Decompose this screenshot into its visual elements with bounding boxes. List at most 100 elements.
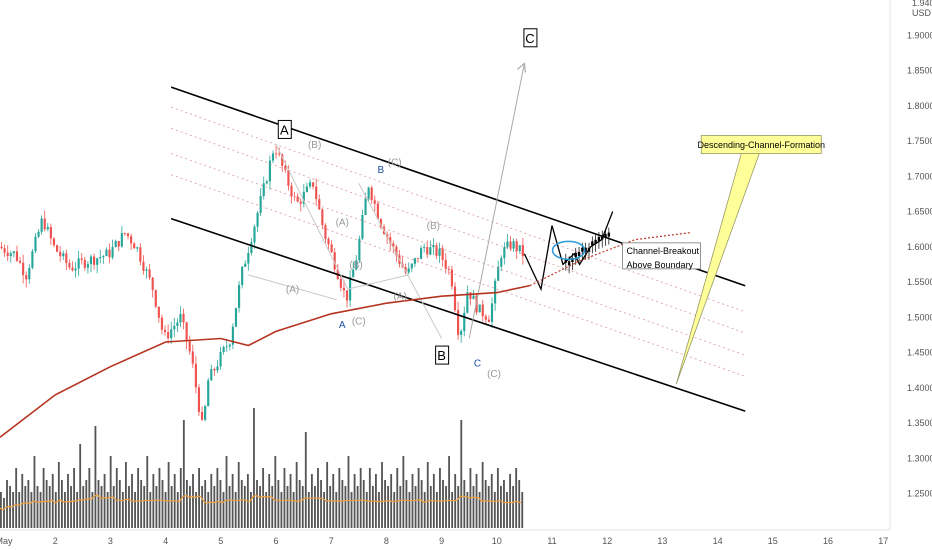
volume-bar xyxy=(277,480,280,528)
callout-text: Descending-Channel-Formation xyxy=(697,140,825,150)
candle-body xyxy=(321,209,324,226)
wave-label: A xyxy=(280,122,289,137)
projection-candle xyxy=(581,247,584,252)
candle-body xyxy=(9,253,12,257)
wave-label: (B) xyxy=(427,221,440,232)
candle-body xyxy=(469,292,472,300)
volume-bar xyxy=(256,480,258,528)
candle-body xyxy=(80,258,83,260)
volume-bar xyxy=(399,486,402,528)
candle-body xyxy=(213,369,216,371)
volume-layer xyxy=(0,408,524,528)
candle-body xyxy=(105,249,108,256)
candle-body xyxy=(500,258,503,267)
y-tick-label: 1.9000 xyxy=(907,30,932,40)
volume-bar xyxy=(475,474,478,528)
annotation-text: Above Boundary xyxy=(627,260,694,270)
volume-bar xyxy=(82,486,85,528)
volume-bar xyxy=(481,462,484,528)
candle-body xyxy=(345,290,349,301)
volume-bar xyxy=(185,480,188,528)
projection-candle xyxy=(571,257,574,262)
volume-bar xyxy=(439,468,441,528)
candle-body xyxy=(163,329,167,333)
volume-bar xyxy=(30,492,33,528)
volume-bar xyxy=(222,492,225,528)
volume-bar xyxy=(231,474,234,528)
candle-body xyxy=(133,243,136,249)
candle-body xyxy=(96,258,99,265)
candle-body xyxy=(302,191,305,204)
candle-body xyxy=(315,186,318,200)
volume-bar xyxy=(329,486,332,528)
wave-label: (A) xyxy=(286,285,299,296)
candle-body xyxy=(373,199,376,204)
volume-bar xyxy=(429,486,432,528)
volume-bar xyxy=(460,420,463,528)
volume-bar xyxy=(3,498,5,528)
volume-bar xyxy=(88,468,91,528)
candle-body xyxy=(130,236,133,244)
volume-bar xyxy=(493,492,496,528)
volume-bar xyxy=(451,492,454,528)
candle-body xyxy=(250,242,253,253)
volume-bar xyxy=(271,486,274,528)
wave-labels-layer: A B C A B C (B) (A) (C) (A) (B) (C) (A) (B) (C) Channel… xyxy=(277,28,825,385)
volume-bar xyxy=(417,468,420,528)
candle-body xyxy=(99,257,102,259)
volume-bar xyxy=(500,486,502,528)
candle-body xyxy=(410,263,413,269)
channel-lower-line xyxy=(170,217,746,412)
candle-body xyxy=(355,260,358,270)
volume-bar xyxy=(387,486,390,528)
volume-bar xyxy=(280,492,283,528)
volume-bar xyxy=(307,492,310,528)
x-tick-label: 3 xyxy=(108,536,113,546)
volume-bar xyxy=(97,480,100,528)
wave-lines-layer xyxy=(248,62,614,339)
candle-body xyxy=(435,245,438,256)
volume-bar xyxy=(27,480,30,528)
candle-body xyxy=(367,187,370,199)
candle-body xyxy=(490,303,494,322)
volume-bar xyxy=(283,468,286,528)
volume-bar xyxy=(457,486,460,528)
volume-bar xyxy=(350,492,353,528)
volume-bar xyxy=(408,492,411,528)
projection-candle xyxy=(601,235,604,240)
wave-label: A xyxy=(339,320,346,331)
volume-bar xyxy=(250,492,252,528)
candle-body xyxy=(515,241,518,252)
candle-body xyxy=(139,247,142,262)
projection-candle xyxy=(574,252,577,257)
volume-bar xyxy=(0,492,2,528)
candle-body xyxy=(204,406,207,420)
annotation-text: Channel-Breakout xyxy=(627,246,700,256)
volume-bar xyxy=(301,486,304,528)
volume-bar xyxy=(73,468,75,528)
wave-label: (C) xyxy=(388,158,402,169)
candle-body xyxy=(142,261,145,271)
candle-body xyxy=(413,258,416,264)
wave-label: B xyxy=(378,165,385,176)
volume-bar xyxy=(298,480,301,528)
volume-bar xyxy=(326,462,329,528)
y-tick-label: 1.6500 xyxy=(907,207,932,217)
candle-body xyxy=(86,264,89,268)
candle-body xyxy=(466,292,469,313)
candle-body xyxy=(478,304,481,313)
y-tick-label: 1.2500 xyxy=(907,489,932,499)
candle-body xyxy=(108,249,111,258)
annotation-box xyxy=(622,242,701,270)
volume-bar xyxy=(393,492,396,528)
volume-bar xyxy=(57,462,60,528)
y-tick-label: 1.7500 xyxy=(907,136,932,146)
candle-body xyxy=(318,199,321,210)
volume-bar xyxy=(359,468,362,528)
candle-body xyxy=(6,252,9,257)
volume-bar xyxy=(179,468,182,528)
volume-bar xyxy=(414,486,417,528)
wave-line xyxy=(248,274,337,301)
